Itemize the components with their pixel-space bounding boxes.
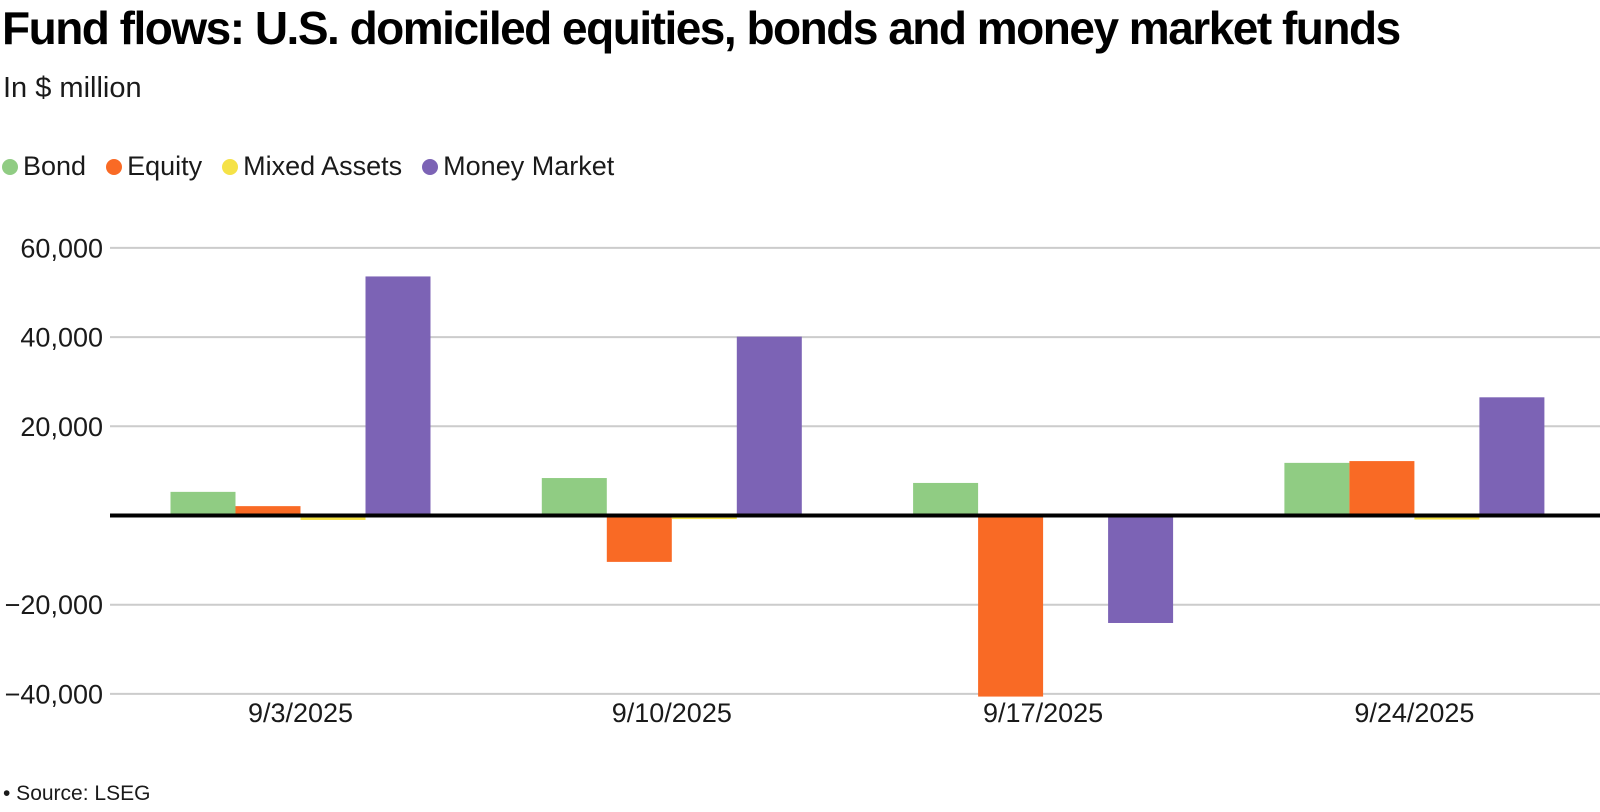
y-tick-label: −40,000: [5, 679, 103, 709]
legend-color-dot-icon: [2, 158, 18, 175]
x-tick-label: 9/24/2025: [1354, 698, 1474, 728]
bar-money-market-4: [1479, 397, 1545, 516]
x-tick-label: 9/3/2025: [248, 698, 353, 728]
y-tick-label: 60,000: [20, 233, 103, 263]
y-tick-label: −20,000: [5, 590, 103, 620]
chart-title: Fund flows: U.S. domiciled equities, bon…: [2, 2, 1401, 54]
bar-equity-1: [235, 506, 301, 516]
legend-item-equity: Equity: [106, 151, 202, 182]
bar-bond-2: [541, 478, 607, 516]
bar-mixed-assets-1: [300, 515, 366, 520]
bar-bond-4: [1284, 462, 1350, 516]
legend: Bond Equity Mixed Assets Money Market: [2, 151, 614, 182]
chart-subtitle: In $ million: [3, 72, 142, 104]
bar-money-market-2: [736, 336, 802, 516]
x-tick-label: 9/10/2025: [612, 698, 732, 728]
bar-bond-3: [913, 482, 979, 516]
bar-mixed-assets-4: [1414, 515, 1480, 520]
legend-item-label: Mixed Assets: [243, 151, 403, 181]
x-tick-label: 9/17/2025: [983, 698, 1103, 728]
legend-item-money-market: Money Market: [422, 151, 614, 182]
bar-money-market-1: [365, 276, 431, 516]
y-tick-label: 20,000: [20, 412, 103, 442]
legend-item-mixed-assets: Mixed Assets: [222, 151, 402, 182]
bar-equity-4: [1349, 461, 1415, 516]
legend-item-bond: Bond: [2, 151, 86, 182]
legend-color-dot-icon: [222, 158, 239, 175]
bar-money-market-3: [1108, 515, 1174, 623]
bar-bond-1: [170, 491, 236, 516]
bar-equity-3: [978, 515, 1044, 697]
bar-equity-2: [606, 515, 672, 562]
legend-item-label: Bond: [23, 151, 87, 181]
y-tick-label: 40,000: [20, 323, 103, 353]
legend-color-dot-icon: [106, 158, 123, 175]
legend-color-dot-icon: [422, 158, 439, 175]
legend-item-label: Money Market: [443, 151, 615, 181]
source-note: • Source: LSEG: [3, 782, 151, 805]
legend-item-label: Equity: [127, 151, 203, 181]
